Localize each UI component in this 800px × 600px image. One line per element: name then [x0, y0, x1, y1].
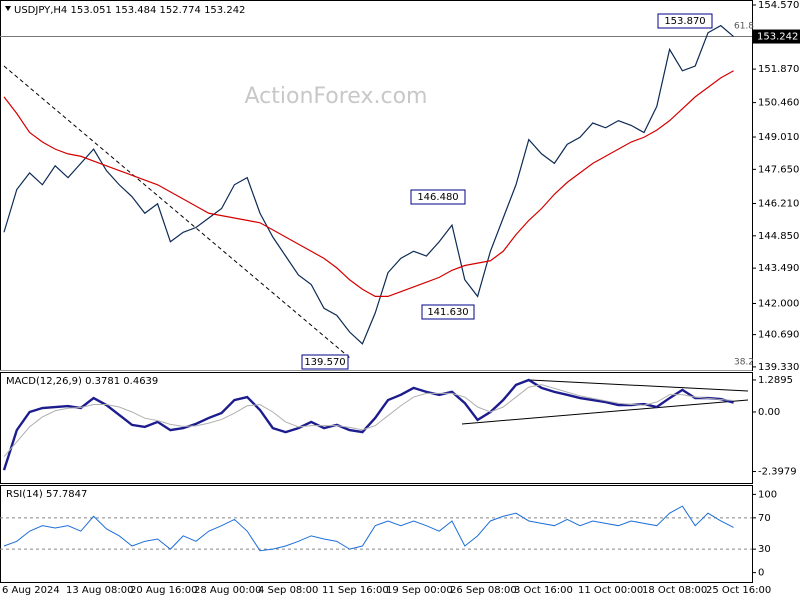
price-box	[753, 29, 800, 44]
annotation-box	[301, 354, 349, 370]
watermark: ActionForex.com	[245, 84, 428, 109]
macd-title: MACD(12,26,9) 0.3781 0.4639	[6, 376, 158, 387]
annotation: 139.570	[304, 357, 345, 368]
series-line	[3, 24, 734, 345]
title-icon	[5, 6, 11, 11]
y-tick-label: 142.000	[758, 299, 799, 310]
chart-title: USDJPY,H4 153.051 153.484 152.774 153.24…	[14, 5, 245, 16]
x-tick-label: 13 Aug 08:00	[66, 585, 133, 596]
y-tick-label: 1.2895	[758, 375, 793, 386]
x-tick-label: 3 Oct 16:00	[514, 585, 573, 596]
trend-line	[3, 65, 351, 359]
y-tick-label: 149.010	[758, 132, 799, 143]
annotation: 153.870	[664, 16, 705, 27]
x-tick-label: 28 Aug 00:00	[194, 585, 261, 596]
annotation: 146.480	[417, 192, 458, 203]
y-tick-label: 0	[758, 568, 764, 579]
annotation: 38.2	[734, 358, 754, 368]
x-tick-label: 11 Sep 16:00	[322, 585, 389, 596]
y-tick-label: 147.650	[758, 164, 799, 175]
annotation-box	[657, 13, 713, 29]
x-tick-label: 25 Oct 16:00	[706, 585, 771, 596]
y-tick-label: 146.210	[758, 199, 799, 210]
y-tick-label: 140.690	[758, 330, 799, 341]
series-line	[2, 378, 734, 471]
x-tick-label: 6 Aug 2024	[2, 585, 60, 596]
rsi-pane	[0, 485, 753, 583]
x-tick-label: 26 Sep 08:00	[450, 585, 517, 596]
y-tick-label: 150.460	[758, 98, 799, 109]
triangle-lower	[461, 399, 749, 425]
annotation-box	[410, 189, 466, 205]
x-tick-label: 20 Aug 16:00	[130, 585, 197, 596]
y-tick-label: 143.490	[758, 263, 799, 274]
y-tick-label: 70	[758, 513, 771, 524]
series-line	[3, 505, 734, 552]
x-tick-label: 19 Sep 00:00	[386, 585, 453, 596]
y-tick-label: 30	[758, 544, 771, 555]
y-tick-label: -2.3979	[758, 467, 797, 478]
y-tick-label: 151.870	[758, 64, 799, 75]
annotation: 61.8	[734, 22, 754, 32]
annotation-box	[421, 304, 475, 320]
annotation: 141.630	[427, 307, 468, 318]
y-tick-label: 139.330	[758, 362, 799, 373]
y-tick-label: 154.570	[758, 0, 799, 11]
x-tick-label: 4 Sep 08:00	[258, 585, 318, 596]
rsi-title: RSI(14) 57.7847	[6, 489, 87, 500]
y-tick-label: 100	[758, 489, 777, 500]
y-tick-label: 0.00	[758, 407, 780, 418]
y-tick-label: 144.850	[758, 231, 799, 242]
x-tick-label: 11 Oct 00:00	[578, 585, 643, 596]
price-label: 153.242	[757, 32, 798, 43]
series-line	[3, 70, 734, 297]
series-line	[3, 384, 734, 458]
x-tick-label: 18 Oct 08:00	[642, 585, 707, 596]
macd-pane	[0, 372, 753, 484]
triangle-upper	[529, 379, 749, 392]
